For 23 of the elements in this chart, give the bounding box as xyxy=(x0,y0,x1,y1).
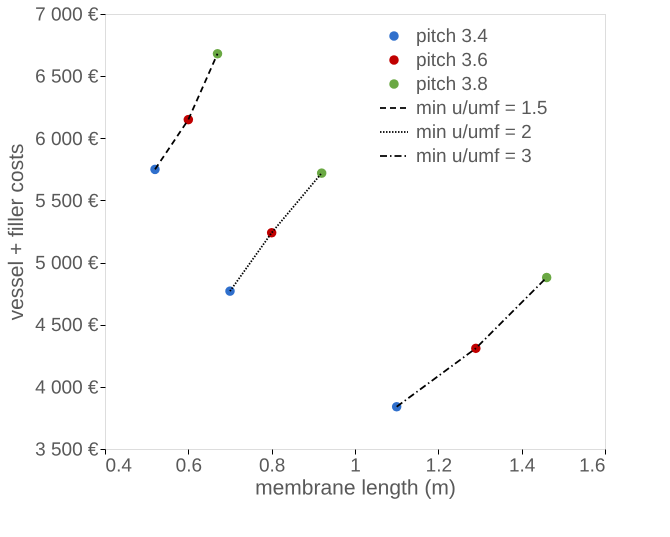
x-tick-label: 1.4 xyxy=(508,456,536,476)
y-tick-label: 6 500 € xyxy=(35,66,99,88)
y-tick-label: 6 000 € xyxy=(35,128,99,150)
x-tick-label: 1.6 xyxy=(579,456,606,476)
y-tick-label: 4 000 € xyxy=(35,377,99,398)
x-tick-label: 1.2 xyxy=(426,456,452,476)
legend-label: min u/umf = 3 xyxy=(416,146,532,167)
x-tick-label: 0.4 xyxy=(106,456,132,476)
y-axis-title: vessel + filler costs xyxy=(5,144,28,320)
legend-label: min u/umf = 2 xyxy=(416,122,532,143)
x-axis-title: membrane length (m) xyxy=(255,476,456,500)
x-tick-label: 1 xyxy=(350,456,361,476)
y-tick-label: 3 500 € xyxy=(35,440,99,460)
y-tick-label: 7 000 € xyxy=(35,4,99,26)
legend-label: pitch 3.8 xyxy=(416,74,488,95)
y-tick-label: 5 500 € xyxy=(35,190,99,212)
x-tick-label: 0.6 xyxy=(176,456,202,476)
legend-label: pitch 3.6 xyxy=(416,50,488,71)
y-tick-label: 5 000 € xyxy=(35,253,99,274)
legend-label: pitch 3.4 xyxy=(416,26,488,47)
legend-label: min u/umf = 1.5 xyxy=(416,98,548,119)
x-tick-label: 0.8 xyxy=(258,456,286,476)
y-tick-label: 4 500 € xyxy=(35,315,99,336)
